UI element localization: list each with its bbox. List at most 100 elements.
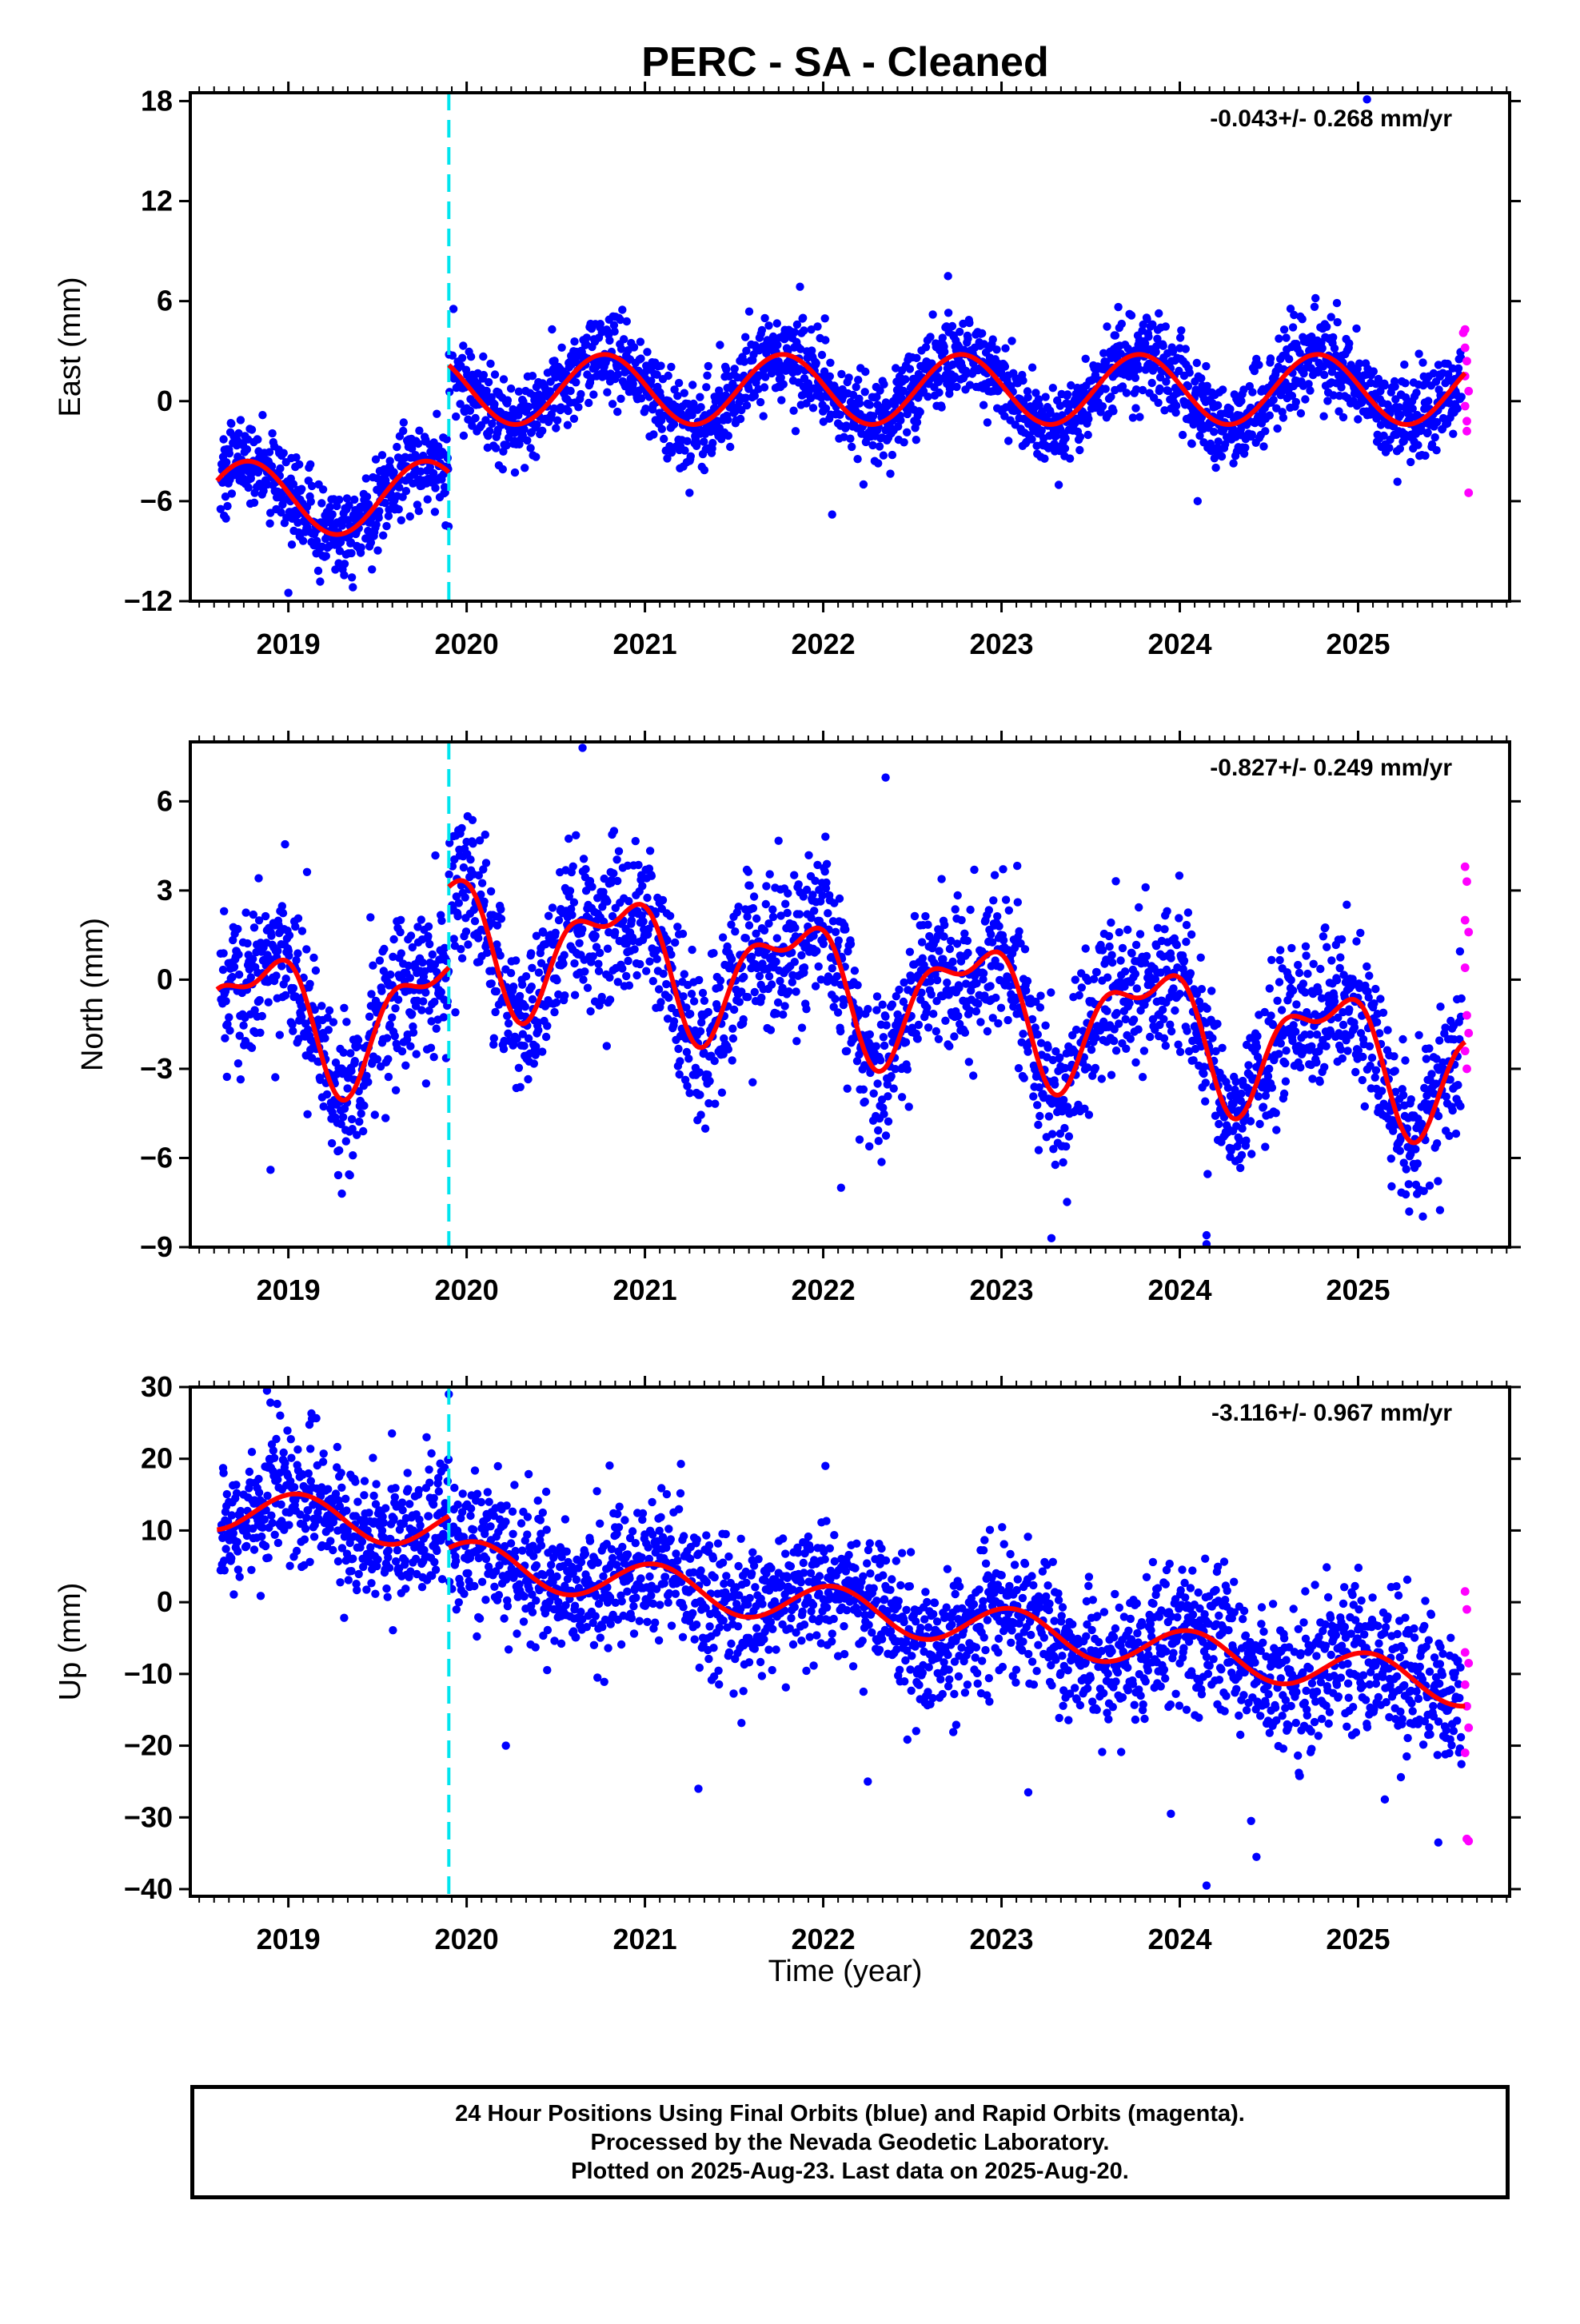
final-orbit-point <box>1370 367 1378 375</box>
final-orbit-point <box>711 1057 719 1065</box>
final-orbit-point <box>381 1114 389 1122</box>
final-orbit-point <box>1036 991 1044 999</box>
final-orbit-point <box>583 333 591 341</box>
final-orbit-point <box>954 1012 962 1020</box>
final-orbit-point <box>781 900 789 908</box>
final-orbit-point <box>622 972 630 980</box>
final-orbit-point <box>570 415 578 423</box>
final-orbit-point <box>728 1025 736 1033</box>
final-orbit-point <box>748 1078 756 1086</box>
final-orbit-point <box>916 408 924 416</box>
final-orbit-point <box>921 912 929 920</box>
final-orbit-point <box>866 401 874 409</box>
final-orbit-point <box>596 320 604 328</box>
final-orbit-point <box>530 1059 538 1067</box>
final-orbit-point <box>564 421 572 429</box>
final-orbit-point <box>705 1077 713 1085</box>
final-orbit-point <box>1272 1126 1280 1134</box>
final-orbit-point <box>1023 1047 1031 1055</box>
final-orbit-point <box>396 928 404 936</box>
final-orbit-point <box>724 432 732 440</box>
final-orbit-point <box>784 889 792 897</box>
x-tick-label: 2024 <box>1147 628 1211 660</box>
final-orbit-point <box>261 912 269 920</box>
final-orbit-point <box>1280 325 1288 333</box>
final-orbit-point <box>933 976 941 984</box>
final-orbit-point <box>799 314 807 322</box>
final-orbit-point <box>1203 1170 1211 1178</box>
final-orbit-point <box>1098 1074 1106 1082</box>
final-orbit-point <box>312 967 320 975</box>
final-orbit-point <box>1418 358 1426 366</box>
final-orbit-point <box>832 928 840 936</box>
final-orbit-point <box>886 469 894 477</box>
final-orbit-point <box>984 418 991 426</box>
final-orbit-point <box>1267 956 1275 964</box>
final-orbit-point <box>696 1027 704 1035</box>
final-orbit-point <box>561 951 569 959</box>
final-orbit-point <box>1049 384 1057 392</box>
final-orbit-point <box>954 891 962 899</box>
final-orbit-point <box>482 859 490 867</box>
final-orbit-point <box>1275 956 1283 964</box>
final-orbit-point <box>303 868 311 876</box>
final-orbit-point <box>779 1011 787 1018</box>
final-orbit-point <box>1103 1007 1111 1015</box>
final-orbit-point <box>492 444 500 452</box>
final-orbit-point <box>613 877 621 885</box>
y-tick-label: −6 <box>140 484 173 517</box>
final-orbit-point <box>1162 1042 1170 1050</box>
final-orbit-point <box>937 403 945 411</box>
final-orbit-point <box>1291 1027 1299 1035</box>
final-orbit-point <box>299 536 307 544</box>
final-orbit-point <box>528 964 536 972</box>
final-orbit-point <box>335 496 343 504</box>
final-orbit-point <box>924 1023 932 1031</box>
final-orbit-point <box>1093 968 1101 976</box>
final-orbit-point <box>1007 337 1015 345</box>
final-orbit-point <box>1273 997 1281 1005</box>
final-orbit-point <box>265 999 273 1007</box>
final-orbit-point <box>1331 345 1339 353</box>
final-orbit-point <box>666 912 674 920</box>
final-orbit-point <box>1186 369 1194 377</box>
final-orbit-point <box>964 949 972 957</box>
final-orbit-point <box>745 921 753 929</box>
final-orbit-point <box>369 962 377 970</box>
final-orbit-point <box>512 956 520 964</box>
final-orbit-point <box>856 399 864 407</box>
final-orbit-point <box>440 1013 448 1021</box>
final-orbit-point <box>289 984 297 992</box>
final-orbit-point <box>295 460 303 468</box>
final-orbit-point <box>1078 983 1086 991</box>
final-orbit-point <box>221 997 229 1005</box>
final-orbit-point <box>445 871 453 879</box>
final-orbit-point <box>1259 442 1267 450</box>
final-orbit-point <box>812 947 820 955</box>
final-orbit-point <box>528 983 536 991</box>
final-orbit-point <box>302 945 310 953</box>
y-tick-label: 0 <box>157 385 173 417</box>
final-orbit-point <box>1266 412 1274 420</box>
final-orbit-point <box>935 1035 943 1043</box>
final-orbit-point <box>1130 1015 1138 1023</box>
final-orbit-point <box>736 998 744 1006</box>
final-orbit-point <box>265 520 273 528</box>
final-orbit-point <box>437 917 445 925</box>
final-orbit-point <box>1113 1009 1121 1017</box>
final-orbit-point <box>577 390 585 398</box>
final-orbit-point <box>1203 1005 1211 1013</box>
final-orbit-point <box>585 399 592 407</box>
final-orbit-point <box>380 945 388 953</box>
final-orbit-point <box>406 512 414 520</box>
final-orbit-point <box>696 403 704 411</box>
final-orbit-point <box>919 955 927 963</box>
final-orbit-point <box>365 1013 373 1021</box>
final-orbit-point <box>876 1056 884 1064</box>
final-orbit-point <box>297 485 305 493</box>
final-orbit-point <box>896 417 904 425</box>
final-orbit-point <box>860 1086 868 1094</box>
final-orbit-point <box>364 1078 372 1086</box>
final-orbit-point <box>1175 990 1183 998</box>
final-orbit-point <box>813 322 821 330</box>
